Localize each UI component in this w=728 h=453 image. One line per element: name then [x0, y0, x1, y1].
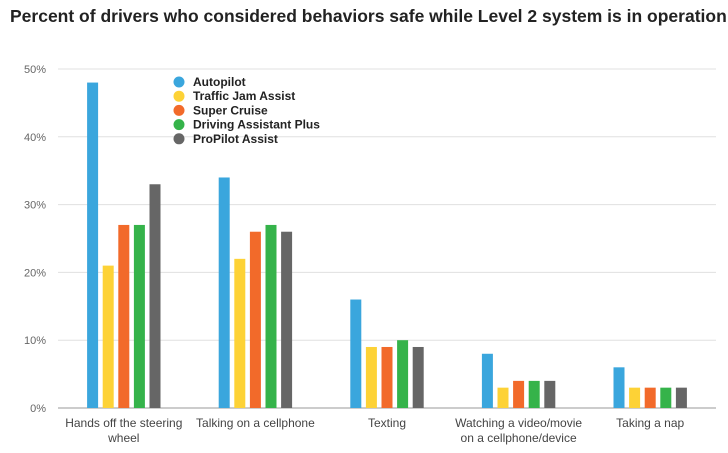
legend-label: ProPilot Assist	[193, 132, 278, 146]
bar-driving-assistant-plus	[265, 224, 277, 408]
x-tick-label: Watching a video/movie	[455, 416, 582, 430]
legend-label: Autopilot	[193, 75, 246, 89]
bar-driving-assistant-plus	[660, 387, 672, 408]
legend-marker	[173, 133, 185, 145]
bar-autopilot	[87, 82, 99, 408]
x-tick-label: on a cellphone/device	[461, 431, 577, 445]
y-axis-ticks: 0% 10% 20% 30% 40% 50%	[24, 64, 46, 415]
bar-autopilot	[350, 299, 362, 408]
bar-autopilot	[218, 177, 230, 408]
legend-marker	[173, 76, 185, 88]
x-tick-label: Taking a nap	[616, 416, 684, 430]
bars	[87, 82, 687, 408]
bar-propilot-assist	[281, 231, 293, 408]
y-tick-label: 20%	[24, 267, 46, 279]
bar-propilot-assist	[149, 184, 161, 408]
legend-label: Super Cruise	[193, 103, 268, 117]
bar-autopilot	[613, 367, 625, 408]
x-tick-label: wheel	[107, 431, 139, 445]
y-tick-label: 50%	[24, 64, 46, 76]
bar-propilot-assist	[544, 380, 556, 408]
legend-marker	[173, 104, 185, 116]
bar-propilot-assist	[675, 387, 687, 408]
bar-traffic-jam-assist	[629, 387, 641, 408]
bar-super-cruise	[513, 380, 525, 408]
legend-label: Driving Assistant Plus	[193, 118, 320, 132]
legend-marker	[173, 119, 185, 131]
bar-driving-assistant-plus	[133, 224, 145, 408]
legend-label: Traffic Jam Assist	[193, 89, 295, 103]
bar-super-cruise	[381, 346, 393, 408]
bar-traffic-jam-assist	[365, 346, 377, 408]
legend-marker	[173, 90, 185, 102]
x-tick-label: Texting	[368, 416, 406, 430]
y-tick-label: 0%	[30, 403, 46, 415]
bar-traffic-jam-assist	[497, 387, 509, 408]
y-tick-label: 10%	[24, 335, 46, 347]
bar-autopilot	[481, 353, 493, 408]
bar-super-cruise	[644, 387, 656, 408]
bar-traffic-jam-assist	[102, 265, 114, 408]
y-tick-label: 40%	[24, 132, 46, 144]
bar-propilot-assist	[412, 346, 424, 408]
chart-title: Percent of drivers who considered behavi…	[10, 6, 727, 26]
bar-super-cruise	[118, 224, 130, 408]
x-tick-label: Talking on a cellphone	[196, 416, 315, 430]
bar-traffic-jam-assist	[234, 258, 246, 408]
bar-driving-assistant-plus	[397, 340, 409, 408]
bar-super-cruise	[249, 231, 261, 408]
y-tick-label: 30%	[24, 200, 46, 212]
x-tick-label: Hands off the steering	[65, 416, 182, 430]
bar-driving-assistant-plus	[528, 380, 540, 408]
